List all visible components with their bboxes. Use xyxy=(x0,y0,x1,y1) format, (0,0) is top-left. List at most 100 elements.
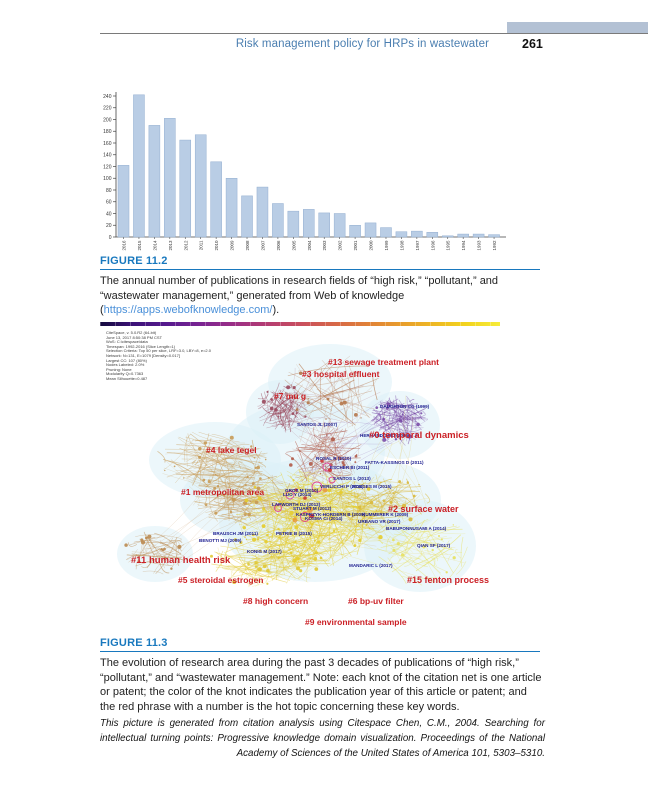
citation-edge xyxy=(198,431,240,443)
citation-edge xyxy=(372,373,378,401)
citation-edge xyxy=(180,470,238,476)
bridge-edge xyxy=(340,523,395,536)
citation-edge xyxy=(234,490,265,502)
bridge-edge xyxy=(293,488,317,564)
citation-node xyxy=(264,540,268,544)
citation-edge xyxy=(332,553,337,566)
citation-edge xyxy=(289,485,377,517)
bridge-edge xyxy=(227,451,331,546)
citation-edge xyxy=(285,400,303,418)
citation-node xyxy=(314,551,318,555)
x-tick-label: 1997 xyxy=(415,240,420,251)
citation-edge xyxy=(395,395,408,434)
citation-edge xyxy=(224,475,255,481)
bridge-edge xyxy=(303,525,361,551)
citation-edge xyxy=(426,532,432,554)
citation-edge xyxy=(262,406,284,415)
citation-edge xyxy=(202,457,236,484)
cluster-topic-label: #5 steroidal estrogen xyxy=(178,575,264,585)
bridge-edge xyxy=(214,499,329,529)
citation-edge xyxy=(254,501,327,536)
citation-edge xyxy=(286,565,306,584)
citation-node xyxy=(401,553,405,557)
citation-edge xyxy=(389,400,411,419)
citation-edge xyxy=(179,447,238,466)
citation-edge xyxy=(240,450,265,457)
citation-edge xyxy=(348,360,358,376)
citation-node xyxy=(204,503,208,507)
citation-node xyxy=(330,437,335,442)
citespace-info-line: Nodes Labeled: 2.0% xyxy=(106,362,145,368)
citation-edge xyxy=(195,496,279,507)
citation-edge xyxy=(407,416,414,445)
citation-edge xyxy=(277,415,284,423)
bridge-edge xyxy=(321,403,402,477)
bridge-edge xyxy=(339,497,419,569)
citation-node xyxy=(369,519,371,522)
citation-node xyxy=(229,435,234,440)
citation-node xyxy=(392,521,394,523)
citation-node xyxy=(309,530,311,532)
citation-edge xyxy=(256,560,327,567)
citation-node xyxy=(298,371,303,376)
citation-edge xyxy=(241,571,283,577)
citation-edge xyxy=(386,528,416,565)
bar xyxy=(225,178,238,238)
citation-node xyxy=(431,548,434,552)
figure-11-2-label: FIGURE 11.2 xyxy=(100,255,168,267)
citation-edge xyxy=(184,433,191,463)
citation-edge xyxy=(279,528,367,538)
bridge-edge xyxy=(287,480,415,506)
bridge-edge xyxy=(222,497,360,505)
citation-edge xyxy=(292,533,354,566)
citation-edge xyxy=(264,544,318,566)
citation-node xyxy=(415,433,418,436)
citation-edge xyxy=(423,525,457,543)
citation-edge xyxy=(324,465,345,480)
citation-edge xyxy=(277,396,296,408)
webofknowledge-link[interactable]: https://apps.webofknowledge.com/ xyxy=(103,304,273,317)
citation-edge xyxy=(251,539,298,572)
citation-edge xyxy=(337,395,351,400)
citation-node xyxy=(341,461,345,465)
citation-edge xyxy=(155,547,175,560)
citation-node xyxy=(319,556,323,560)
citation-edge xyxy=(222,439,255,459)
citation-edge xyxy=(131,553,182,558)
node-citation-label: STUART M (2012) xyxy=(293,506,332,511)
citation-node xyxy=(262,564,267,569)
citation-edge xyxy=(249,474,283,497)
citation-node xyxy=(396,542,400,546)
citation-node xyxy=(207,480,211,484)
citation-edge xyxy=(175,454,215,484)
bridge-edge xyxy=(273,521,456,548)
citation-node xyxy=(452,556,456,560)
citation-edge xyxy=(304,440,328,448)
citation-edge xyxy=(339,375,356,396)
citation-edge xyxy=(217,494,221,507)
bridge-edge xyxy=(170,485,271,569)
citation-edge xyxy=(284,420,303,424)
citation-edge xyxy=(272,405,291,415)
citation-edge xyxy=(447,552,463,562)
bridge-edge xyxy=(364,433,387,488)
citation-edge xyxy=(270,517,283,543)
citation-edge xyxy=(327,530,352,557)
citation-edge xyxy=(208,516,234,519)
citation-edge xyxy=(258,461,266,468)
bridge-edge xyxy=(209,453,340,546)
citation-edge xyxy=(317,398,376,410)
citation-edge xyxy=(250,575,279,581)
citation-node xyxy=(137,560,141,564)
citation-edge xyxy=(155,536,178,574)
citation-edge xyxy=(228,554,298,559)
citation-edge xyxy=(323,426,339,458)
y-tick-label: 220 xyxy=(103,106,112,112)
citation-edge xyxy=(319,368,322,410)
bridge-edge xyxy=(265,376,326,421)
citation-edge xyxy=(166,452,263,475)
bridge-edge xyxy=(325,475,382,522)
citation-edge xyxy=(297,454,319,482)
citation-edge xyxy=(291,499,336,508)
citation-edge xyxy=(224,534,268,554)
